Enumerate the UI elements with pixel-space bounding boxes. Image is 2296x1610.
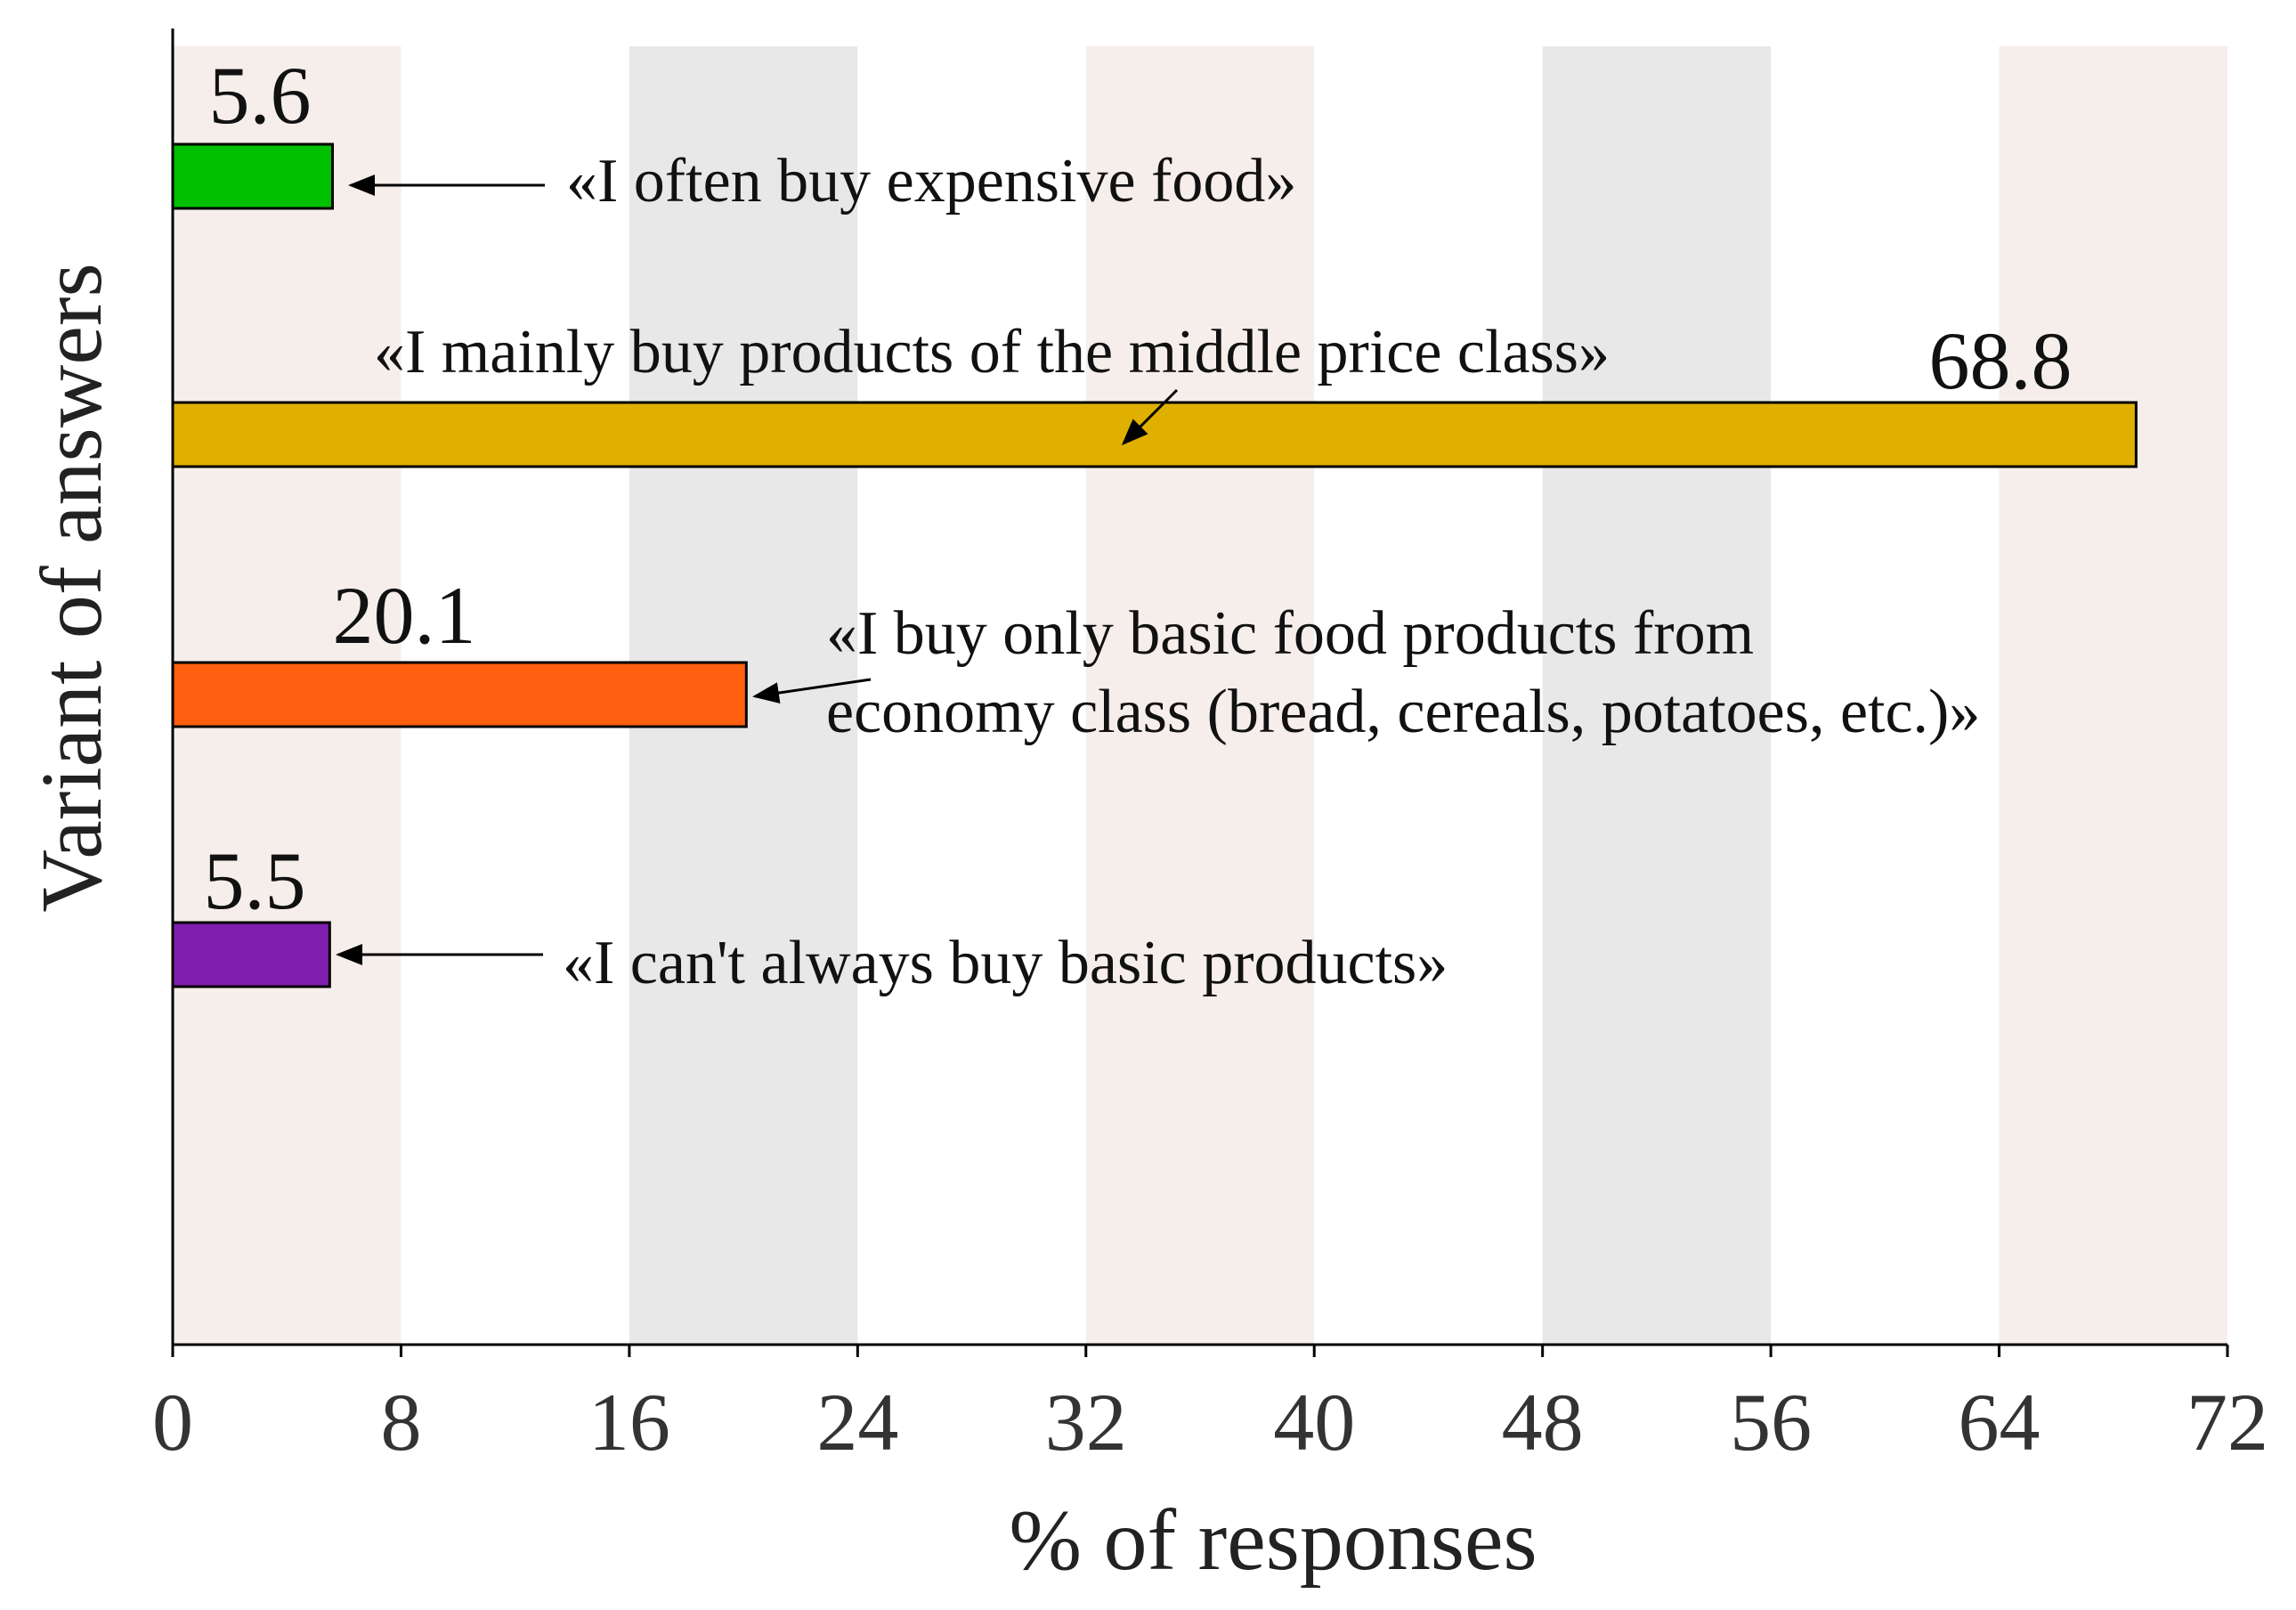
background-bands — [173, 46, 2227, 1345]
bar — [171, 921, 331, 988]
bar-annotation: «I can't always buy basic products» — [563, 929, 1448, 997]
x-tick-label: 40 — [1273, 1377, 1355, 1468]
bar-annotation: economy class (bread, cereals, potatoes,… — [826, 678, 1980, 746]
x-axis-title: % of responses — [1009, 1492, 1537, 1589]
axes — [171, 28, 2227, 1346]
annotation-arrow — [752, 678, 872, 703]
x-ticks: 0 8 16 24 32 40 48 56 64 72 — [152, 1345, 2268, 1468]
x-tick-label: 48 — [1502, 1377, 1584, 1468]
x-tick-label: 56 — [1730, 1377, 1812, 1468]
x-tick-label: 72 — [2186, 1377, 2268, 1468]
x-tick-label: 32 — [1045, 1377, 1127, 1468]
x-tick-label: 0 — [152, 1377, 193, 1468]
annotation-arrow — [1121, 388, 1179, 446]
x-tick-label: 64 — [1959, 1377, 2040, 1468]
bar — [171, 661, 748, 728]
background-band — [1999, 46, 2227, 1345]
x-tick-label: 24 — [816, 1377, 898, 1468]
annotations: 5.6 «I often buy expensive food» 68.8 «I ma… — [204, 50, 2073, 997]
background-band — [1085, 46, 1315, 1345]
x-tick-label: 16 — [588, 1377, 670, 1468]
x-tick-label: 8 — [380, 1377, 421, 1468]
bar — [171, 142, 335, 210]
bar-annotation: «I mainly buy products of the middle pri… — [374, 318, 1610, 386]
bar-annotation: «I buy only basic food products from — [826, 599, 1754, 668]
bar-value-label: 5.6 — [209, 50, 312, 141]
y-axis-title: Variant of answers — [24, 263, 120, 912]
bar-value-label: 20.1 — [333, 570, 476, 661]
bar-annotation: «I often buy expensive food» — [566, 147, 1296, 215]
bar-value-label: 68.8 — [1929, 315, 2073, 406]
bar-value-label: 5.5 — [204, 835, 306, 926]
background-band — [1542, 46, 1772, 1345]
